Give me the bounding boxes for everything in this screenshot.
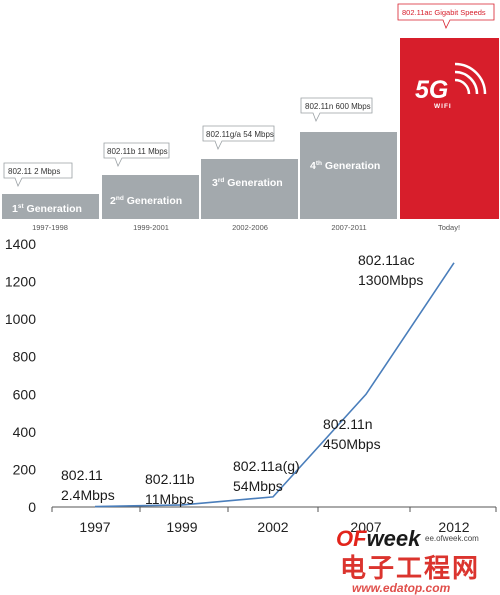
generation-years-1: 1997-1998 (32, 223, 68, 232)
generation-heading-4: 4th Generation (310, 160, 380, 172)
x-tick-label: 1997 (79, 519, 110, 535)
generation-bar-1 (2, 194, 99, 219)
logo-wifi-text: WIFI (434, 103, 452, 110)
annotation-speed: 2.4Mbps (61, 487, 115, 503)
data-annotations: 802.11 2.4Mbps 802.11b 11Mbps 802.11a(g) 54Mb… (61, 252, 423, 507)
generation-step-2: 802.11b 11 Mbps 2nd Generation 1999-2001 (102, 142, 199, 232)
generation-bar-2 (102, 175, 199, 219)
annotation-standard: 802.11a(g) (233, 458, 300, 474)
y-tick-label: 1000 (5, 311, 36, 327)
annotation-speed: 450Mbps (323, 436, 381, 452)
final-callout: 802.11ac Gigabit Speeds (402, 8, 486, 17)
generation-callout-1: 802.11 2 Mbps (8, 167, 60, 176)
series-line (94, 262, 455, 508)
wifi-arc-1 (454, 78, 471, 95)
y-tick-label: 800 (13, 349, 37, 365)
generation-step-4: 802.11n 600 Mbps 4th Generation 2007-201… (300, 97, 397, 232)
annotation-standard: 802.11 (61, 467, 103, 483)
watermark-cn-title: 电子工程网 (340, 554, 480, 584)
generations-panel: 802.11 2 Mbps 1st Generation 1997-1998 8… (2, 3, 499, 232)
generation-heading-2: 2nd Generation (110, 195, 182, 207)
y-tick-label: 0 (28, 499, 36, 515)
x-axis-ticks: 1997 1999 2002 2007 2012 (51, 507, 497, 535)
x-tick-label: 1999 (166, 519, 197, 535)
watermark-site-bottom: www.edatop.com (352, 581, 451, 595)
callout-box-3 (202, 125, 275, 150)
final-bar (400, 38, 499, 219)
callout-box-4 (300, 97, 373, 122)
watermark: OFweek ee.ofweek.com 电子工程网 www.edatop.co… (336, 526, 480, 595)
y-tick-label: 400 (13, 424, 37, 440)
x-tick-label: 2012 (438, 519, 469, 535)
annotation-speed: 1300Mbps (358, 272, 423, 288)
logo-5g-text: 5G (415, 76, 448, 104)
generation-heading-3: 3rd Generation (212, 177, 283, 189)
wifi-5g-logo: 5G WIFI (415, 62, 487, 110)
generation-step-3: 802.11g/a 54 Mbps 3rd Generation 2002-20… (201, 125, 298, 232)
y-tick-label: 1400 (5, 236, 36, 252)
generation-step-final: 802.11ac Gigabit Speeds 5G WIFI Today! (397, 3, 499, 232)
generation-callout-3: 802.11g/a 54 Mbps (206, 130, 274, 139)
callout-box-1 (3, 162, 73, 187)
generation-years-3: 2002-2006 (232, 223, 268, 232)
x-tick-label: 2007 (350, 519, 381, 535)
y-tick-label: 200 (13, 461, 37, 477)
final-years: Today! (438, 223, 460, 232)
watermark-brand: OFweek (336, 526, 422, 551)
wifi-arc-2 (454, 70, 479, 95)
generation-callout-2: 802.11b 11 Mbps (107, 147, 168, 156)
callout-box-final (397, 3, 495, 29)
annotation-standard: 802.11n (323, 416, 373, 432)
generation-callout-4: 802.11n 600 Mbps (305, 102, 371, 111)
generation-bar-4 (300, 132, 397, 219)
y-tick-label: 1200 (5, 274, 36, 290)
wifi-arc-3 (454, 62, 487, 95)
y-tick-label: 600 (13, 386, 37, 402)
generation-step-1: 802.11 2 Mbps 1st Generation 1997-1998 (2, 162, 99, 232)
annotation-standard: 802.11b (145, 471, 195, 487)
y-axis-ticks: 0 200 400 600 800 1000 1200 1400 (5, 236, 36, 515)
generation-years-4: 2007-2011 (331, 223, 366, 232)
annotation-speed: 54Mbps (233, 478, 283, 494)
generation-bar-3 (201, 159, 298, 219)
annotation-speed: 11Mbps (145, 491, 194, 507)
generation-heading-1: 1st Generation (12, 203, 82, 215)
callout-box-2 (103, 142, 170, 167)
generation-years-2: 1999-2001 (133, 223, 169, 232)
speed-line-chart: 0 200 400 600 800 1000 1200 1400 1997 1999 2002 20… (5, 236, 497, 535)
x-tick-label: 2002 (257, 519, 288, 535)
annotation-standard: 802.11ac (358, 252, 415, 268)
watermark-site-top: ee.ofweek.com (425, 534, 479, 543)
